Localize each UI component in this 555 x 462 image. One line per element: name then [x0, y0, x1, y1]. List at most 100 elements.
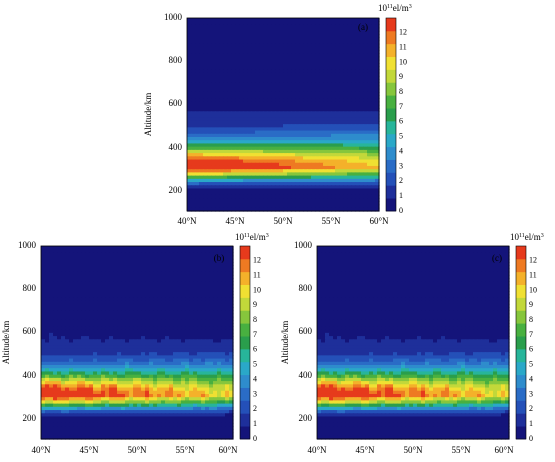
heatmap-cell	[299, 37, 304, 42]
heatmap-cell	[359, 50, 364, 54]
heatmap-cell	[187, 46, 192, 51]
heatmap-cell	[121, 381, 126, 385]
heatmap-cell	[165, 249, 170, 254]
heatmap-cell	[275, 37, 280, 42]
heatmap-cell	[299, 91, 304, 96]
heatmap-cell	[65, 271, 70, 276]
heatmap-cell	[247, 37, 252, 42]
heatmap-cell	[205, 310, 210, 315]
heatmap-cell	[41, 262, 46, 266]
heatmap-cell	[65, 278, 70, 282]
heatmap-cell	[267, 98, 272, 103]
heatmap-cell	[145, 348, 150, 353]
heatmap-cell	[283, 194, 288, 199]
heatmap-cell	[343, 85, 348, 90]
heatmap-cell	[189, 274, 194, 279]
heatmap-cell	[311, 69, 316, 74]
heatmap-cell	[375, 85, 380, 90]
heatmap-cell	[323, 40, 328, 45]
heatmap-cell	[343, 191, 348, 196]
heatmap-cell	[199, 111, 204, 116]
heatmap-cell	[141, 274, 146, 279]
heatmap-cell	[65, 326, 70, 331]
heatmap-cell	[279, 159, 284, 164]
heatmap-cell	[215, 198, 220, 202]
heatmap-cell	[347, 178, 352, 183]
heatmap-cell	[227, 156, 232, 161]
heatmap-cell	[291, 72, 296, 77]
heatmap-cell	[129, 348, 134, 353]
heatmap-cell	[303, 182, 308, 186]
heatmap-cell	[251, 98, 256, 103]
heatmap-cell	[57, 345, 62, 350]
heatmap-cell	[209, 255, 214, 260]
heatmap-cell	[219, 111, 224, 116]
heatmap-cell	[217, 278, 222, 282]
heatmap-cell	[101, 284, 106, 289]
heatmap-cell	[227, 162, 232, 167]
heatmap-cell	[303, 156, 308, 161]
heatmap-cell	[235, 91, 240, 96]
heatmap-cell	[173, 342, 178, 347]
heatmap-cell	[363, 153, 368, 157]
heatmap-cell	[177, 297, 182, 302]
heatmap-cell	[49, 332, 54, 337]
heatmap-cell	[89, 371, 94, 376]
heatmap-cell	[129, 300, 134, 305]
heatmap-cell	[275, 56, 280, 61]
heatmap-cell	[85, 258, 90, 263]
heatmap-cell	[145, 365, 150, 369]
heatmap-cell	[319, 59, 324, 64]
heatmap-cell	[303, 27, 308, 32]
heatmap-cell	[229, 249, 234, 254]
heatmap-cell	[97, 339, 102, 344]
heatmap-cell	[343, 194, 348, 199]
heatmap-cell	[141, 319, 146, 324]
heatmap-cell	[319, 153, 324, 157]
heatmap-cell	[223, 85, 228, 90]
heatmap-cell	[101, 355, 106, 360]
heatmap-cell	[133, 278, 138, 282]
heatmap-cell	[339, 185, 344, 190]
heatmap-cell	[303, 72, 308, 77]
heatmap-cell	[65, 365, 70, 369]
heatmap-cell	[225, 265, 230, 270]
heatmap-cell	[255, 37, 260, 42]
heatmap-cell	[259, 124, 264, 128]
heatmap-cell	[239, 143, 244, 148]
heatmap-cell	[173, 361, 178, 366]
heatmap-cell	[157, 246, 162, 250]
heatmap-cell	[231, 40, 236, 45]
heatmap-cell	[267, 108, 272, 112]
heatmap-cell	[231, 46, 236, 51]
heatmap-cell	[203, 124, 208, 128]
heatmap-cell	[375, 72, 380, 77]
heatmap-cell	[69, 255, 74, 260]
heatmap-cell	[271, 175, 276, 180]
heatmap-cell	[73, 246, 78, 250]
heatmap-cell	[145, 358, 150, 363]
heatmap-cell	[41, 249, 46, 254]
heatmap-cell	[149, 319, 154, 324]
heatmap-cell	[271, 156, 276, 161]
heatmap-cell	[251, 95, 256, 100]
heatmap-cell	[355, 108, 360, 112]
heatmap-cell	[319, 101, 324, 106]
heatmap-cell	[291, 165, 296, 170]
heatmap-cell	[109, 252, 114, 257]
heatmap-cell	[215, 108, 220, 112]
heatmap-cell	[97, 371, 102, 376]
heatmap-cell	[223, 120, 228, 125]
heatmap-cell	[355, 104, 360, 109]
heatmap-cell	[255, 178, 260, 183]
heatmap-cell	[363, 198, 368, 202]
heatmap-cell	[227, 46, 232, 51]
heatmap-cell	[315, 82, 320, 87]
heatmap-cell	[343, 165, 348, 170]
heatmap-cell	[283, 207, 288, 212]
heatmap-cell	[223, 188, 228, 193]
heatmap-cell	[221, 313, 226, 318]
heatmap-cell	[85, 294, 90, 299]
heatmap-cell	[221, 365, 226, 369]
heatmap-cell	[181, 374, 186, 379]
